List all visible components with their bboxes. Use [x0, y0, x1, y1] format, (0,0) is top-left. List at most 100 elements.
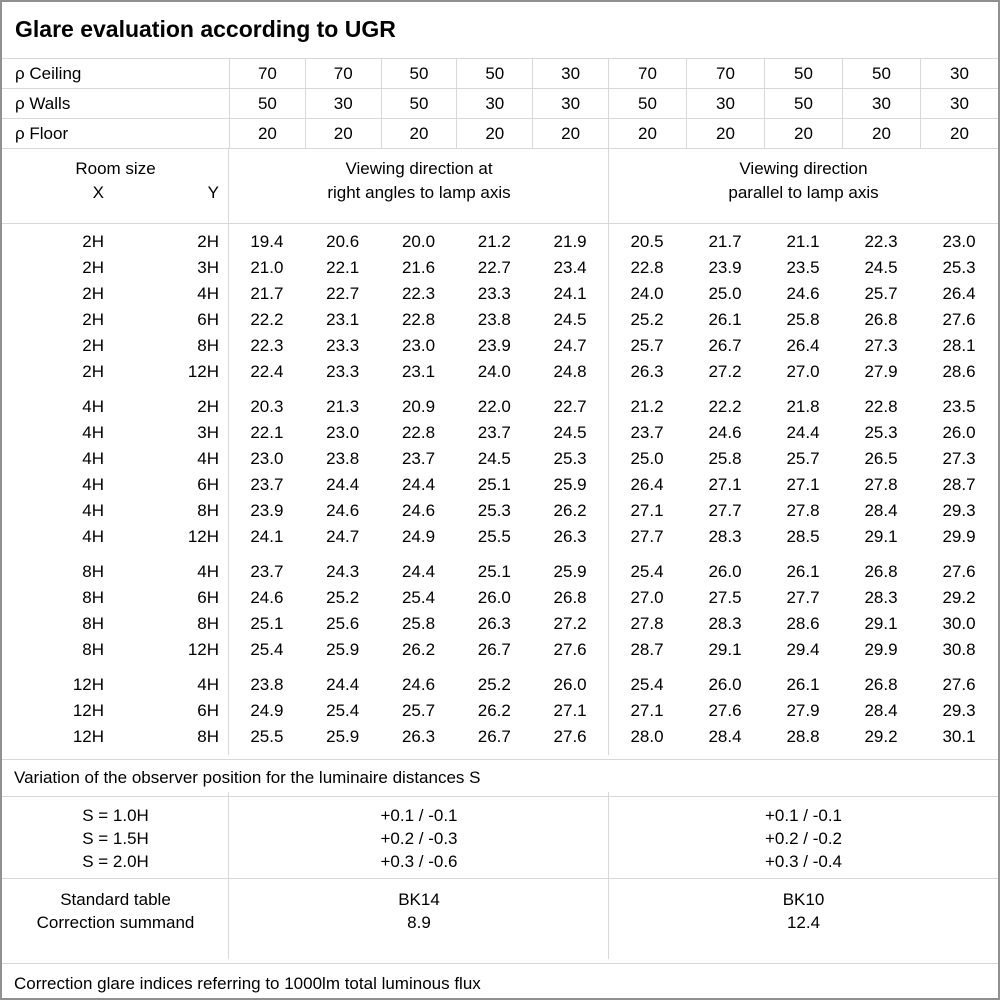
ugr-value: 25.2	[630, 310, 664, 329]
ugr-value: 27.6	[553, 727, 587, 746]
ugr-value: 26.4	[942, 284, 976, 303]
s-correction-group2: +0.3 / -0.4	[764, 852, 843, 871]
ugr-value: 26.5	[864, 449, 898, 468]
ugr-value: 23.0	[942, 232, 976, 251]
reflectance-value: 20	[607, 119, 686, 148]
reflectance-value: 20	[685, 119, 764, 148]
ugr-value: 24.4	[401, 475, 436, 494]
vertical-divider	[608, 792, 609, 959]
ugr-value: 26.1	[786, 675, 820, 694]
ugr-value: 22.8	[401, 423, 436, 442]
ugr-value: 22.0	[477, 397, 511, 416]
ugr-value: 26.8	[864, 675, 898, 694]
ugr-value: 27.2	[553, 614, 587, 633]
ugr-value: 24.6	[250, 588, 284, 607]
room-x-value: 8H	[82, 562, 104, 581]
ugr-value: 20.9	[401, 397, 436, 416]
room-x-value: 12H	[72, 701, 104, 720]
ugr-value: 25.2	[326, 588, 360, 607]
ugr-value: 21.8	[786, 397, 820, 416]
ugr-value: 26.8	[864, 310, 898, 329]
room-x-value: 4H	[82, 449, 104, 468]
room-y-value: 12H	[187, 362, 219, 381]
ugr-value: 20.3	[250, 397, 284, 416]
ugr-value: 26.0	[708, 675, 742, 694]
ugr-value: 24.4	[401, 562, 436, 581]
ugr-value: 24.0	[477, 362, 511, 381]
reflectance-row: ρ Ceiling 70 70 50 50 30 70 70 50 50 30	[2, 59, 998, 89]
room-size-block: 12H 4H 23.8 24.4 24.6 25.2 26.0 25.4 26.0 26.1 26.…	[2, 672, 998, 750]
ugr-value: 27.6	[942, 562, 976, 581]
table-row: 8H 8H 25.1 25.6 25.8 26.3 27.2 27.8 28.3 28.6 29.1…	[2, 611, 998, 637]
ugr-value: 20.6	[326, 232, 360, 251]
table-row: 8H 12H 25.4 25.9 26.2 26.7 27.6 28.7 29.1 29.4 29.…	[2, 637, 998, 663]
ugr-value: 28.7	[942, 475, 976, 494]
room-x-value: 2H	[82, 336, 104, 355]
table-row: 8H 4H 23.7 24.3 24.4 25.1 25.9 25.4 26.0 26.1 26.8…	[2, 559, 998, 585]
ugr-value: 28.0	[630, 727, 664, 746]
ugr-value: 28.4	[708, 727, 742, 746]
reflectance-value: 50	[380, 89, 457, 118]
reflectance-value: 50	[380, 59, 457, 88]
ugr-value: 26.2	[477, 701, 511, 720]
room-y-value: 4H	[197, 449, 219, 468]
reflectance-value: 20	[380, 119, 457, 148]
reflectance-value: 30	[841, 89, 920, 118]
ugr-value: 28.3	[864, 588, 898, 607]
s-correction-group1: +0.2 / -0.3	[380, 829, 458, 848]
reflectance-value: 70	[229, 59, 305, 88]
ugr-value: 25.4	[326, 701, 360, 720]
standard-row: Standard table BK14 BK10	[2, 888, 998, 911]
group2-header-line2: parallel to lamp axis	[728, 183, 879, 202]
ugr-value: 23.7	[401, 449, 436, 468]
ugr-value: 25.1	[477, 475, 511, 494]
ugr-value: 25.3	[864, 423, 898, 442]
table-row: 4H 3H 22.1 23.0 22.8 23.7 24.5 23.7 24.6 24.4 25.3…	[2, 420, 998, 446]
ugr-value: 26.0	[553, 675, 587, 694]
ugr-value: 27.3	[942, 449, 976, 468]
ugr-value: 24.4	[326, 675, 360, 694]
ugr-value: 26.3	[553, 527, 587, 546]
ugr-value: 25.7	[864, 284, 898, 303]
ugr-value: 23.0	[326, 423, 360, 442]
reflectance-value: 50	[607, 89, 686, 118]
room-size-header: Room size X Y	[2, 149, 229, 223]
table-row: 4H 8H 23.9 24.6 24.6 25.3 26.2 27.1 27.7 27.8 28.4…	[2, 498, 998, 524]
s-label: S = 1.0H	[82, 806, 149, 825]
ugr-value: 23.7	[250, 562, 284, 581]
ugr-value: 22.7	[553, 397, 587, 416]
ugr-value: 26.2	[401, 640, 436, 659]
ugr-value: 23.9	[250, 501, 284, 520]
ugr-value: 28.7	[630, 640, 664, 659]
room-x-value: 2H	[82, 310, 104, 329]
ugr-value: 25.9	[553, 475, 587, 494]
standard-value-group2: BK10	[782, 890, 825, 909]
ugr-value: 24.3	[326, 562, 360, 581]
ugr-value: 23.3	[326, 362, 360, 381]
ugr-value: 27.1	[708, 475, 742, 494]
table-row: 2H 4H 21.7 22.7 22.3 23.3 24.1 24.0 25.0 24.6 25.7…	[2, 281, 998, 307]
ugr-value: 23.5	[786, 258, 820, 277]
room-x-value: 2H	[82, 232, 104, 251]
ugr-value: 25.7	[630, 336, 664, 355]
ugr-value: 24.6	[401, 501, 436, 520]
ugr-value: 28.3	[708, 614, 742, 633]
reflectance-value: 20	[841, 119, 920, 148]
ugr-value: 23.9	[477, 336, 511, 355]
ugr-value: 27.0	[630, 588, 664, 607]
room-y-value: 8H	[197, 501, 219, 520]
ugr-value: 28.8	[786, 727, 820, 746]
ugr-value: 30.0	[942, 614, 976, 633]
ugr-value: 26.3	[401, 727, 436, 746]
reflectance-value: 50	[229, 89, 305, 118]
room-y-value: 4H	[197, 284, 219, 303]
ugr-value: 23.8	[326, 449, 360, 468]
ugr-value: 26.7	[477, 727, 511, 746]
ugr-value: 27.0	[786, 362, 820, 381]
ugr-value: 25.4	[250, 640, 284, 659]
group2-header: Viewing direction parallel to lamp axis	[609, 149, 998, 223]
ugr-value: 24.6	[708, 423, 742, 442]
ugr-value: 24.5	[553, 310, 587, 329]
footer-note: Correction glare indices referring to 10…	[14, 974, 481, 993]
room-x-value: 8H	[82, 588, 104, 607]
